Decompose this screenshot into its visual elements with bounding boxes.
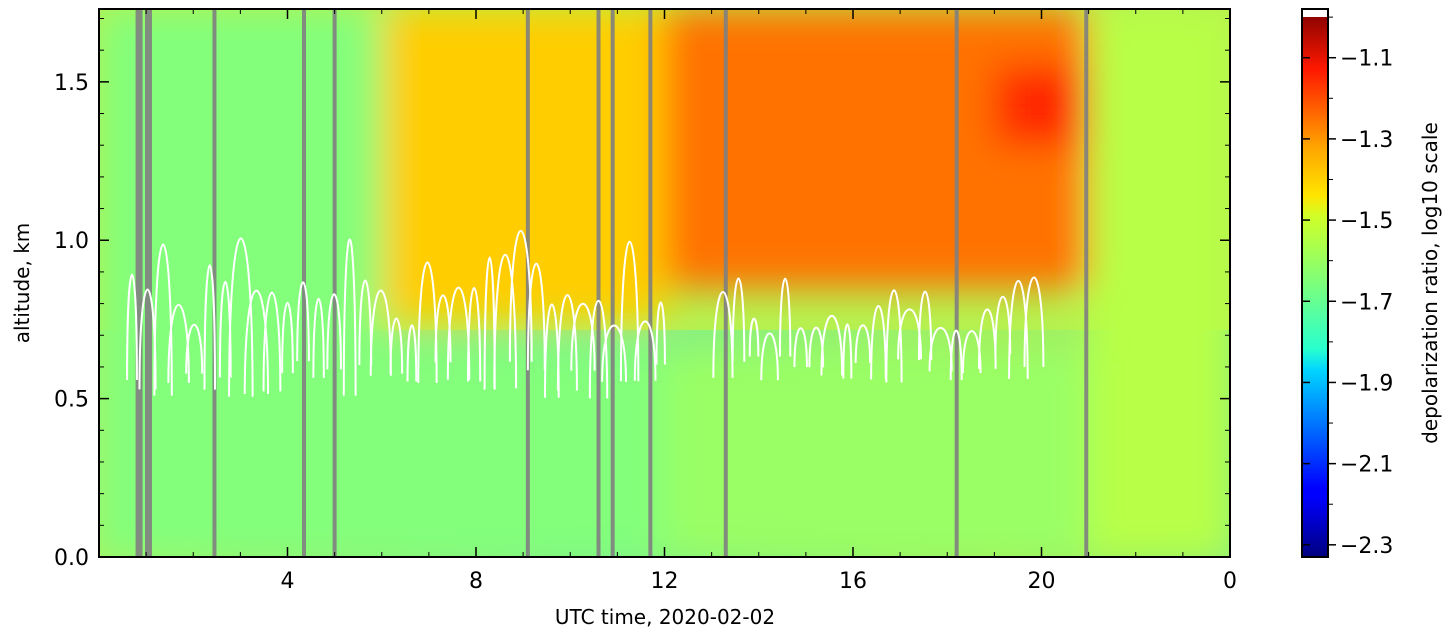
cloud-contour — [369, 289, 392, 376]
x-tick-label: 0 — [1223, 569, 1237, 594]
cloud-contour — [655, 301, 666, 365]
cloud-contour — [296, 281, 310, 362]
colorbar-tick-label: −1.3 — [1340, 128, 1393, 153]
x-axis-ticks: 4 8 12 16 20 0 — [145, 9, 1237, 594]
cloud-contour — [731, 277, 746, 362]
cloud-contour — [820, 314, 844, 376]
colorbar-tick-label: −1.9 — [1340, 371, 1393, 396]
cloud-contour — [748, 317, 760, 357]
colorbar-tick-label: −2.3 — [1340, 534, 1393, 559]
colorbar-tick-label: −1.1 — [1340, 47, 1393, 72]
heatmap-region-5 — [994, 66, 1089, 146]
x-tick-label: 20 — [1028, 569, 1056, 594]
colorbar-tick-label: −1.5 — [1340, 209, 1393, 234]
cloud-contour — [854, 324, 872, 364]
cloud-contour — [526, 262, 546, 371]
heatmap-regions — [99, 9, 1230, 557]
colorbar-frame — [1301, 8, 1329, 558]
cloud-contour — [917, 290, 933, 361]
y-tick-label: 0.5 — [54, 388, 89, 413]
y-tick-label: 1.5 — [54, 71, 89, 96]
cloud-contour — [326, 293, 342, 370]
heatmap-region-3 — [664, 351, 1089, 557]
cloud-contour — [358, 279, 373, 366]
cloud-contour — [842, 323, 853, 379]
x-tick-label: 12 — [651, 569, 679, 594]
x-axis-label: UTC time, 2020-02-02 — [555, 605, 775, 629]
x-tick-label: 8 — [469, 569, 483, 594]
heatmap-plot-area — [99, 9, 1230, 557]
cloud-contour — [281, 302, 294, 374]
cloud-contour — [588, 300, 609, 399]
cloud-contour — [949, 329, 963, 381]
missing-data-column — [648, 9, 653, 557]
colorbar-tick-label: −2.1 — [1340, 453, 1393, 478]
colorbar-gradient — [1302, 9, 1328, 557]
cloud-contour — [1008, 280, 1029, 379]
cloud-contour — [389, 317, 404, 374]
missing-data-column — [1084, 9, 1089, 557]
cloud-contour — [633, 320, 657, 381]
heatmap-region-1 — [381, 351, 665, 557]
cloud-contour — [243, 289, 270, 395]
cloud-contour — [570, 303, 596, 371]
cloud-contour — [406, 324, 418, 382]
cloud-contour — [1023, 276, 1045, 367]
cloud-contour — [793, 327, 808, 368]
missing-data-column — [954, 9, 959, 557]
cloud-contour — [185, 324, 204, 374]
cloud-contour — [870, 305, 887, 380]
cloud-contour — [778, 277, 792, 357]
heatmap-region-2 — [381, 9, 665, 320]
missing-data-column — [332, 9, 337, 557]
colorbar: −1.1 −1.3 −1.5 −1.7 −1.9 −2.1 −2.3 depolarizat… — [1301, 8, 1442, 559]
colorbar-tick-label: −1.7 — [1340, 290, 1393, 315]
x-tick-label: 16 — [839, 569, 867, 594]
missing-data-column — [525, 9, 530, 557]
cloud-contour — [262, 291, 282, 392]
y-axis-label: altitude, km — [10, 223, 34, 344]
x-tick-label: 4 — [281, 569, 295, 594]
y-tick-label: 0.0 — [54, 546, 89, 571]
cloud-contour — [712, 291, 734, 378]
colorbar-overflow-cap — [1302, 9, 1328, 17]
cloud-contour — [228, 237, 254, 397]
cloud-contour — [556, 294, 578, 391]
cloud-contour — [203, 264, 217, 390]
cloud-contours — [126, 229, 1045, 399]
y-axis-ticks: 0.0 0.5 1.0 1.5 — [54, 18, 1230, 571]
cloud-contour — [126, 273, 138, 380]
cloud-contour — [885, 289, 903, 383]
missing-data-column — [212, 9, 217, 557]
cloud-contour — [342, 238, 357, 396]
missing-data-column — [610, 9, 615, 557]
missing-data-column — [596, 9, 601, 557]
colorbar-label: depolarization ratio, log10 scale — [1418, 122, 1442, 444]
heatmap-region-6 — [1088, 9, 1230, 557]
missing-data-column — [723, 9, 728, 557]
cloud-contour — [467, 287, 482, 382]
cloud-contour — [601, 324, 628, 382]
heatmap-region-4 — [664, 9, 1089, 288]
missing-data-column — [135, 9, 143, 557]
cloud-contour — [619, 240, 640, 382]
missing-data-column — [144, 9, 152, 557]
cloud-contour — [760, 332, 779, 381]
cloud-contour — [483, 256, 496, 390]
cloud-contour — [493, 253, 518, 389]
y-tick-label: 1.0 — [54, 229, 89, 254]
cloud-contour — [312, 298, 325, 378]
colorbar-ticks: −1.1 −1.3 −1.5 −1.7 −1.9 −2.1 −2.3 — [1302, 16, 1393, 559]
